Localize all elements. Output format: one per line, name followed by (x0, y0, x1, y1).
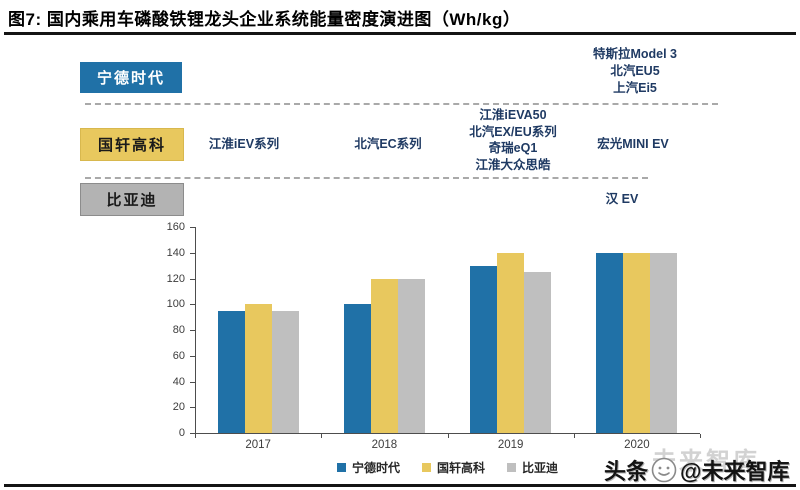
annotation-catl-2020: 特斯拉Model 3 北汽EU5 上汽Ei5 (555, 46, 715, 97)
y-tick-mark (190, 355, 195, 357)
legend-item-国轩高科: 国轩高科 (421, 459, 485, 476)
legend-label: 国轩高科 (436, 461, 485, 475)
x-tick-label: 2020 (624, 439, 650, 451)
y-tick-mark (190, 278, 195, 280)
legend-item-宁德时代: 宁德时代 (336, 459, 400, 476)
legend-label: 比亚迪 (522, 461, 559, 475)
toutiao-avatar-logo-icon (651, 457, 677, 483)
company-label-gotion: 国轩高科 (97, 137, 166, 154)
y-tick-mark (190, 433, 195, 434)
credit-suffix: @未来智库 (680, 459, 790, 484)
bar-宁德时代-2020 (596, 252, 624, 433)
x-tick-label: 2017 (245, 439, 271, 451)
annotation-gotion-2019: 江淮iEVA50 北汽EX/EU系列 奇瑞eQ1 江淮大众思皓 (445, 107, 581, 173)
y-tick-label: 40 (172, 375, 185, 388)
y-axis: 0 20 40 60 80 100 120 140 160 (150, 221, 195, 439)
x-tick-mark (321, 434, 323, 438)
bar-国轩高科-2017 (244, 304, 272, 433)
annotation-line: 奇瑞eQ1 (488, 141, 538, 155)
y-tick-label: 20 (172, 401, 185, 414)
company-box-gotion: 国轩高科 (80, 128, 184, 161)
annotation-line: 江淮iEVA50 (479, 108, 547, 122)
x-tick-mark (447, 434, 449, 438)
legend-swatch (421, 463, 431, 472)
y-tick-label: 0 (178, 427, 185, 439)
bar-比亚迪-2020 (650, 252, 678, 433)
bar-宁德时代-2018 (343, 304, 371, 433)
annotation-line: 特斯拉Model 3 (592, 47, 678, 61)
bar-group-2018 (321, 227, 447, 433)
x-tick-mark (573, 434, 575, 438)
y-tick-label: 80 (172, 324, 185, 336)
bar-group-2017 (195, 227, 321, 433)
x-tick-label: 2018 (371, 439, 398, 451)
credit-prefix: 头条 (604, 459, 649, 484)
bar-比亚迪-2018 (397, 278, 425, 433)
bar-国轩高科-2020 (623, 252, 651, 433)
bar-比亚迪-2017 (271, 310, 299, 433)
row-divider-1 (85, 103, 718, 105)
x-tick-label: 2019 (497, 439, 524, 451)
legend-swatch (507, 463, 516, 472)
credit-line: 头条 @未来智库 (604, 454, 789, 486)
y-tick-label: 120 (166, 272, 185, 285)
y-tick-label: 100 (166, 298, 185, 311)
y-tick-mark (190, 407, 195, 409)
annotation-byd-2020: 汉 EV (605, 192, 639, 206)
legend-swatch (336, 463, 346, 472)
company-label-byd: 比亚迪 (106, 192, 158, 209)
legend-label: 宁德时代 (351, 461, 400, 475)
y-tick-mark (190, 304, 195, 306)
bar-宁德时代-2019 (470, 265, 498, 433)
row-divider-2 (85, 177, 648, 179)
y-tick-mark (190, 381, 195, 383)
figure-title: 图7: 国内乘用车磷酸铁锂龙头企业系统能量密度演进图（Wh/kg） (8, 10, 521, 29)
bar-国轩高科-2019 (497, 252, 525, 433)
bar-group-2019 (448, 227, 574, 433)
annotation-line: 北汽EX/EU系列 (469, 124, 557, 139)
bottom-divider (4, 484, 796, 487)
company-box-byd: 比亚迪 (80, 183, 184, 216)
y-axis-line (195, 227, 196, 433)
y-tick-mark (190, 330, 195, 331)
x-axis-labels: 2017 2018 2019 2020 (195, 439, 700, 451)
bar-group-2020 (574, 227, 700, 433)
bar-groups (195, 227, 700, 433)
annotation-gotion-2018: 北汽EC系列 (354, 137, 422, 151)
x-tick-mark (195, 434, 196, 438)
y-tick-label: 160 (166, 221, 185, 233)
y-tick-label: 60 (172, 349, 185, 362)
y-tick-mark (190, 252, 195, 254)
legend-item-比亚迪: 比亚迪 (507, 459, 558, 476)
annotation-gotion-2020: 宏光MINI EV (597, 137, 669, 151)
bar-宁德时代-2017 (217, 310, 245, 433)
x-axis-line (195, 433, 700, 434)
annotation-gotion-2017: 江淮iEV系列 (208, 137, 280, 151)
annotation-line: 上汽Ei5 (613, 81, 657, 95)
bar-比亚迪-2019 (524, 272, 552, 433)
title-divider (4, 32, 796, 35)
y-tick-mark (190, 227, 195, 228)
company-label-catl: 宁德时代 (96, 70, 165, 87)
chart-legend: 宁德时代 国轩高科 比亚迪 (195, 459, 700, 476)
x-tick-mark (700, 434, 701, 438)
annotation-line: 北汽EU5 (610, 64, 660, 78)
bar-国轩高科-2018 (370, 278, 398, 433)
annotation-line: 江淮大众思皓 (475, 157, 551, 172)
company-box-catl: 宁德时代 (80, 62, 182, 93)
y-tick-label: 140 (166, 246, 185, 259)
